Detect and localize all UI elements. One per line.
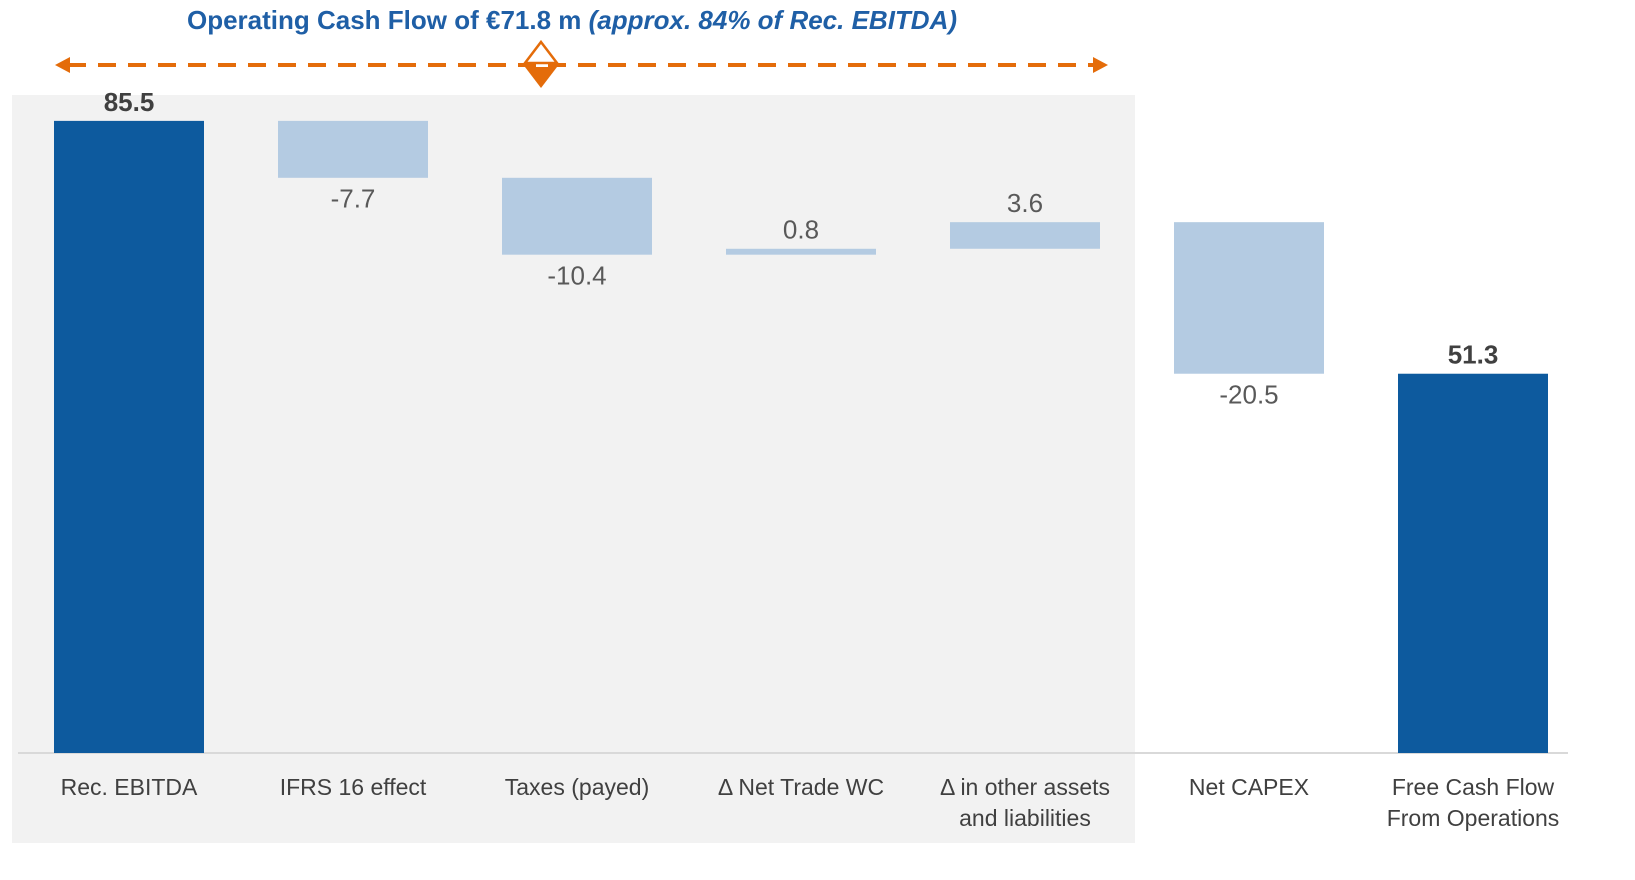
data-label: 3.6 — [1007, 188, 1043, 218]
span-arrow — [55, 39, 1108, 88]
data-label: -7.7 — [331, 184, 376, 214]
x-tick-label: Rec. EBITDA — [60, 774, 198, 800]
x-tick-label: Taxes (payed) — [504, 774, 650, 800]
data-label: -20.5 — [1219, 380, 1278, 410]
marker-top — [522, 39, 560, 65]
x-tick-label: Net CAPEX — [1188, 774, 1310, 800]
data-label: 0.8 — [783, 215, 819, 245]
marker-bottom — [525, 67, 557, 88]
bar — [950, 222, 1100, 249]
bar — [54, 120, 204, 753]
data-label: -10.4 — [547, 261, 606, 291]
bar — [278, 120, 428, 178]
x-tick-label: Δ in other assets and liabilities — [939, 774, 1111, 831]
data-label: 85.5 — [104, 87, 155, 117]
bar — [1174, 222, 1324, 374]
x-tick-label: Free Cash Flow From Operations — [1386, 774, 1560, 831]
title-main: Operating Cash Flow of €71.8 m — [187, 5, 581, 35]
title-note: (approx. 84% of Rec. EBITDA) — [589, 5, 957, 35]
arrow-head-right — [1093, 57, 1108, 73]
arrow-head-left — [55, 57, 70, 73]
bar — [726, 248, 876, 255]
x-tick-label: Δ Net Trade WC — [717, 774, 885, 800]
bar — [502, 177, 652, 255]
data-label: 51.3 — [1448, 340, 1499, 370]
bar — [1398, 373, 1548, 753]
chart-title: Operating Cash Flow of €71.8 m (approx. … — [187, 5, 957, 35]
x-tick-label: IFRS 16 effect — [279, 774, 427, 800]
